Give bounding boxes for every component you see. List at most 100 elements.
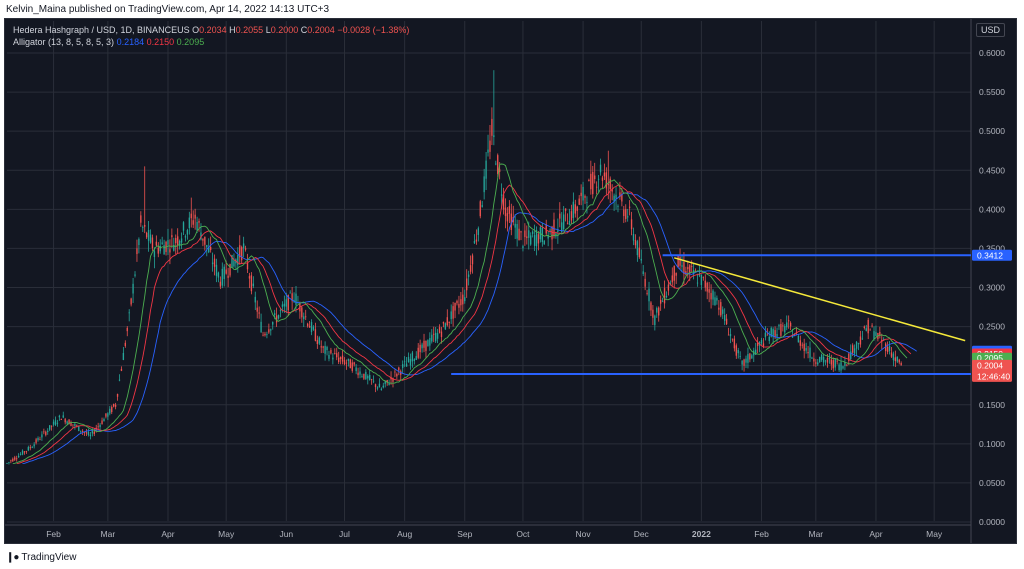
indicator-name[interactable]: Alligator (13, 8, 5, 8, 5, 3) [13,37,115,47]
candle-body [510,213,512,230]
currency-button[interactable]: USD [976,23,1006,37]
candle-body [663,288,666,304]
candle-body [231,255,233,268]
candle-body [103,418,105,422]
indicator-row: Alligator (13, 8, 5, 8, 5, 3) 0.2184 0.2… [13,36,409,48]
candle-body [553,219,555,237]
candle-body [888,345,891,351]
x-tick-label: Feb [46,529,61,539]
candle-body [526,236,528,239]
candle-body [134,274,136,276]
candle-body [33,444,35,447]
candle-body [107,413,109,417]
candle-body [283,303,286,307]
candle-body [741,360,743,365]
candle-body [140,215,142,223]
candle-body [434,332,437,342]
candle-body [74,423,76,426]
candle-body [894,357,897,362]
candle-body [487,149,489,153]
tradingview-logo[interactable]: ❙● TradingView [6,552,76,563]
candle-body [87,431,90,435]
candle-body [772,329,774,337]
candle-body [118,379,121,381]
candle-body [254,296,256,303]
candle-body [683,262,685,274]
candle-body [516,223,518,239]
candle-body [564,208,567,211]
candle-body [506,213,509,222]
candle-body [735,345,737,356]
candle-body [811,357,813,359]
candle-body [173,245,175,251]
candle-body [403,361,406,363]
y-tick-label: 0.2500 [979,322,1005,332]
candle-body [900,363,902,366]
candle-body [440,331,443,338]
candle-body [295,293,297,305]
candle-body [68,419,70,425]
candle-body [756,342,759,346]
candle-body [353,362,355,365]
candle-body [91,430,94,434]
candle-body [64,419,66,423]
high-label: H [229,25,236,35]
candle-body [817,362,819,365]
candle-body [357,372,359,376]
candle-body [809,347,811,358]
candle-body [473,241,476,244]
candle-body [413,359,416,362]
candle-body [493,135,495,138]
candle-body [78,425,80,431]
candle-body [892,353,895,361]
candle-body [677,255,679,268]
candle-body [789,322,792,327]
candle-body [56,422,59,424]
candle-body [29,447,31,449]
candle-body [250,275,253,292]
symbol-name[interactable]: Hedera Hashgraph / USD, 1D, BINANCEUS [13,25,190,35]
candle-body [883,339,885,340]
candle-body [559,213,561,219]
candle-body [873,331,875,339]
candle-body [355,367,357,372]
candle-body [293,299,295,302]
candle-body [363,373,365,379]
candle-body [729,334,732,337]
candle-body [421,344,423,349]
tradingview-logo-icon: ❙● [6,552,19,563]
candle-body [126,327,128,332]
jaw-line [22,192,917,464]
candle-body [502,194,505,210]
chart-area[interactable]: 0.0000 0.0500 0.1000 0.1500 0.2000 0.2500 0.30… [4,18,1017,544]
candle-body [85,432,88,434]
candle-body [184,236,187,238]
candle-body [786,322,788,328]
candle-body [370,379,373,381]
candle-body [27,447,30,451]
x-tick-label: Sep [457,529,472,539]
high-value: 0.2055 [235,25,264,35]
candle-body [431,334,433,342]
x-tick-label: Oct [516,529,530,539]
price-chart[interactable]: 0.0000 0.0500 0.1000 0.1500 0.2000 0.2500 0.30… [5,19,1016,543]
candle-body [367,375,369,379]
candle-body [861,338,864,340]
candle-body [834,358,836,368]
open-label: O [192,25,200,35]
price-badge-2-label: 0.2095 [977,353,1003,363]
candle-body [402,364,404,368]
candle-body [50,425,53,427]
candle-body [97,426,99,428]
candle-body [287,295,289,311]
candle-body [58,415,61,418]
candle-body [689,265,691,274]
candle-body [105,413,107,417]
candle-body [229,263,231,276]
candle-body [66,421,68,424]
candle-body [710,293,712,300]
candle-body [570,211,573,221]
candle-body [320,346,322,348]
candle-body [241,247,243,261]
candle-body [714,297,716,306]
